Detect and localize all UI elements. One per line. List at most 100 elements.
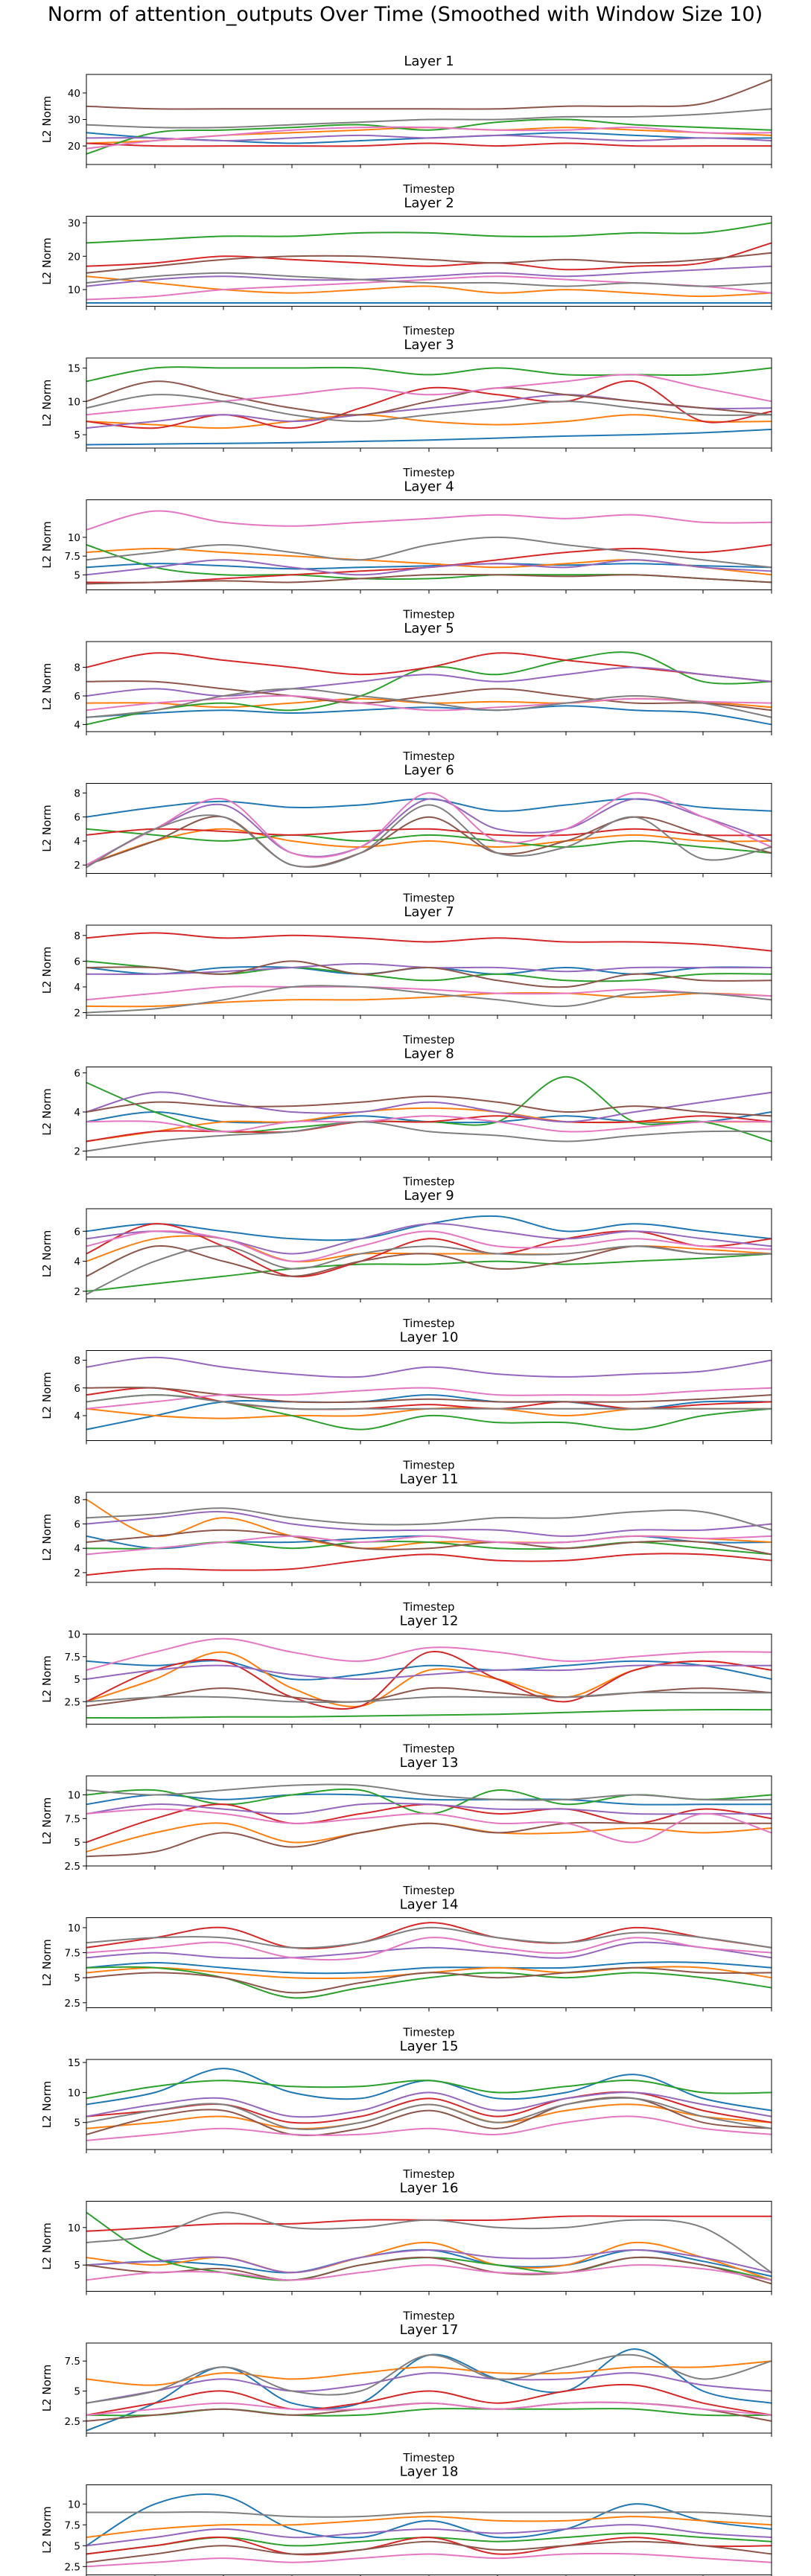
series-line-4 — [86, 932, 772, 952]
y-tick-label: 2 — [74, 1286, 80, 1298]
plot-frame — [86, 2484, 772, 2575]
subplot-title: Layer 2 — [404, 196, 454, 211]
x-axis-label: Timestep — [402, 2310, 454, 2323]
y-tick-label: 5 — [74, 2540, 80, 2552]
series-line-5 — [86, 2249, 772, 2274]
x-axis-label: Timestep — [402, 1459, 454, 1472]
series-line-8 — [86, 1507, 772, 1531]
series-line-7 — [86, 374, 772, 416]
series-line-8 — [86, 2511, 772, 2518]
y-tick-label: 5 — [74, 2118, 80, 2129]
y-axis-label: L2 Norm — [40, 805, 54, 852]
series-line-5 — [86, 2524, 772, 2547]
y-tick-label: 4 — [74, 1410, 80, 1422]
series-line-6 — [86, 2256, 772, 2285]
series-line-6 — [86, 680, 772, 712]
y-tick-label: 10 — [68, 2499, 80, 2511]
subplot-title: Layer 13 — [400, 1755, 459, 1771]
y-tick-label: 2.5 — [65, 1998, 80, 2010]
subplot-layer-12: Layer 12 L2 Norm Timestep 2.5 5 7.5 10 — [40, 1614, 772, 1756]
subplot-title: Layer 8 — [404, 1046, 454, 1062]
y-tick-label: 2.5 — [65, 2561, 80, 2573]
y-tick-label: 8 — [74, 1495, 80, 1506]
y-tick-label: 6 — [74, 1383, 80, 1395]
series-line-6 — [86, 1387, 772, 1404]
series-line-5 — [86, 1511, 772, 1537]
series-line-1 — [86, 1961, 772, 1975]
series-line-5 — [86, 798, 772, 866]
y-tick-label: 7.5 — [65, 2519, 80, 2531]
subplot-layer-4: Layer 4 L2 Norm Timestep 5 7.5 10 — [40, 479, 772, 621]
y-tick-label: 6 — [74, 812, 80, 824]
plot-frame — [86, 783, 772, 874]
y-tick-label: 5 — [74, 1837, 80, 1849]
subplot-title: Layer 5 — [404, 621, 454, 636]
series-line-7 — [86, 1230, 772, 1262]
series-line-4 — [86, 242, 772, 271]
y-tick-label: 8 — [74, 662, 80, 674]
y-tick-label: 10 — [68, 532, 80, 544]
series-line-4 — [86, 2383, 772, 2416]
series-line-4 — [86, 828, 772, 837]
y-tick-label: 10 — [68, 1789, 80, 1801]
x-axis-label: Timestep — [402, 608, 454, 621]
series-line-7 — [86, 1808, 772, 1844]
subplot-layer-9: Layer 9 L2 Norm Timestep 2 4 6 — [40, 1188, 772, 1330]
x-axis-label: Timestep — [402, 1175, 454, 1189]
series-line-5 — [86, 1664, 772, 1681]
series-line-8 — [86, 688, 772, 718]
series-line-4 — [86, 1553, 772, 1576]
plot-frame — [86, 2201, 772, 2292]
y-tick-label: 2 — [74, 1146, 80, 1158]
plot-frame — [86, 1634, 772, 1725]
y-axis-label: L2 Norm — [40, 237, 54, 285]
subplot-title: Layer 14 — [400, 1897, 459, 1913]
y-axis-label: L2 Norm — [40, 663, 54, 711]
series-line-1 — [86, 428, 772, 446]
series-line-3 — [86, 1253, 772, 1292]
series-line-8 — [86, 1926, 772, 1949]
series-line-7 — [86, 2115, 772, 2141]
x-axis-label: Timestep — [402, 2167, 454, 2181]
subplot-layer-2: Layer 2 L2 Norm Timestep 10 20 30 — [40, 196, 772, 338]
plot-frame — [86, 2342, 772, 2434]
series-line-8 — [86, 108, 772, 129]
plot-frame — [86, 357, 772, 449]
subplot-title: Layer 1 — [404, 54, 454, 69]
plot-frame — [86, 641, 772, 732]
series-line-7 — [86, 1387, 772, 1410]
series-line-3 — [86, 222, 772, 244]
series-line-8 — [86, 394, 772, 423]
y-tick-label: 5 — [74, 429, 80, 441]
y-axis-label: L2 Norm — [40, 1797, 54, 1845]
y-axis-label: L2 Norm — [40, 380, 54, 427]
y-tick-label: 20 — [68, 251, 80, 263]
y-tick-label: 2 — [74, 1567, 80, 1579]
series-line-6 — [86, 1821, 772, 1858]
subplot-title: Layer 6 — [404, 763, 454, 779]
y-axis-label: L2 Norm — [40, 1939, 54, 1987]
subplot-layer-14: Layer 14 L2 Norm Timestep 2.5 5 7.5 10 — [40, 1897, 772, 2039]
series-line-3 — [86, 366, 772, 383]
x-axis-label: Timestep — [402, 1033, 454, 1046]
series-line-8 — [86, 2097, 772, 2131]
subplot-layer-11: Layer 11 L2 Norm Timestep 2 4 6 8 — [40, 1471, 772, 1614]
series-line-8 — [86, 1121, 772, 1152]
x-axis-label: Timestep — [402, 1600, 454, 1614]
subplot-layer-13: Layer 13 L2 Norm Timestep 2.5 5 7.5 10 — [40, 1755, 772, 1897]
y-tick-label: 5 — [74, 1674, 80, 1686]
y-axis-label: L2 Norm — [40, 2222, 54, 2270]
series-line-2 — [86, 414, 772, 429]
series-line-2 — [86, 2241, 772, 2281]
y-axis-label: L2 Norm — [40, 96, 54, 144]
y-tick-label: 2 — [74, 860, 80, 872]
series-line-7 — [86, 1937, 772, 1961]
series-line-6 — [86, 380, 772, 416]
series-line-8 — [86, 1394, 772, 1410]
series-line-4 — [86, 1650, 772, 1710]
x-axis-label: Timestep — [402, 182, 454, 196]
series-line-2 — [86, 2360, 772, 2386]
y-tick-label: 15 — [68, 362, 80, 374]
series-line-7 — [86, 2552, 772, 2568]
